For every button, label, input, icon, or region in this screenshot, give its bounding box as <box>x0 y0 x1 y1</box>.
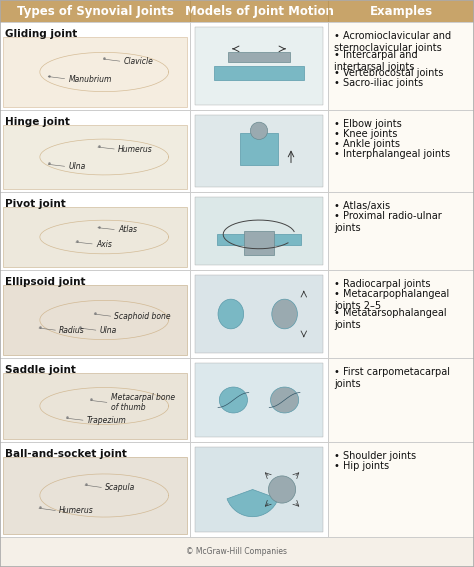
Bar <box>328 270 474 358</box>
Circle shape <box>268 476 296 503</box>
Text: • Acromioclavicular and
sternoclavicular joints: • Acromioclavicular and sternoclavicular… <box>334 31 451 53</box>
Text: • Hip joints: • Hip joints <box>334 461 389 471</box>
Bar <box>3 207 187 267</box>
Text: • Atlas/axis: • Atlas/axis <box>334 201 390 211</box>
Bar <box>3 37 187 107</box>
Text: Types of Synovial Joints: Types of Synovial Joints <box>17 5 173 18</box>
Text: • Knee joints: • Knee joints <box>334 129 397 139</box>
Bar <box>328 22 474 110</box>
Bar <box>228 52 291 62</box>
Text: • Interphalangeal joints: • Interphalangeal joints <box>334 149 450 159</box>
Text: Hinge joint: Hinge joint <box>5 117 70 127</box>
Text: • First carpometacarpal
joints: • First carpometacarpal joints <box>334 367 450 389</box>
Circle shape <box>250 122 268 139</box>
Bar <box>240 133 278 166</box>
Text: • Metacarpophalangeal
joints 2–5: • Metacarpophalangeal joints 2–5 <box>334 289 449 311</box>
Text: Manubrium: Manubrium <box>68 74 112 83</box>
Bar <box>190 358 328 442</box>
Text: • Metatarsophalangeal
joints: • Metatarsophalangeal joints <box>334 307 447 329</box>
Text: Models of Joint Motion: Models of Joint Motion <box>184 5 333 18</box>
Bar <box>3 285 187 355</box>
Text: Atlas: Atlas <box>118 225 137 234</box>
Text: Radius: Radius <box>59 326 85 335</box>
Text: • Proximal radio-ulnar
joints: • Proximal radio-ulnar joints <box>334 211 442 233</box>
Wedge shape <box>227 489 278 517</box>
Bar <box>0 22 190 110</box>
Text: Saddle joint: Saddle joint <box>5 365 76 375</box>
Bar <box>3 457 187 534</box>
Bar <box>0 270 190 358</box>
Text: Clavicle: Clavicle <box>124 57 154 66</box>
Bar <box>328 442 474 537</box>
Text: Scaphoid bone: Scaphoid bone <box>114 312 171 321</box>
Text: • Ankle joints: • Ankle joints <box>334 139 400 149</box>
Text: Humerus: Humerus <box>118 145 153 154</box>
Text: Examples: Examples <box>369 5 433 18</box>
Ellipse shape <box>218 299 244 329</box>
Bar <box>195 27 323 105</box>
Bar <box>190 270 328 358</box>
Bar <box>218 234 301 244</box>
Text: Ball-and-socket joint: Ball-and-socket joint <box>5 449 127 459</box>
Ellipse shape <box>271 387 299 413</box>
Bar <box>214 66 304 80</box>
Text: Humerus: Humerus <box>59 506 94 515</box>
Bar <box>328 358 474 442</box>
Bar <box>0 442 190 537</box>
Bar <box>3 373 187 439</box>
Bar <box>244 231 274 255</box>
Bar <box>195 197 323 265</box>
Bar <box>195 115 323 187</box>
Bar <box>190 22 328 110</box>
Text: • Elbow joints: • Elbow joints <box>334 119 402 129</box>
Bar <box>0 358 190 442</box>
Text: Gliding joint: Gliding joint <box>5 29 77 39</box>
Bar <box>190 442 328 537</box>
Text: Trapezium: Trapezium <box>87 416 127 425</box>
Text: • Sacro-iliac joints: • Sacro-iliac joints <box>334 78 423 88</box>
Text: Scapula: Scapula <box>105 483 136 492</box>
Text: Ellipsoid joint: Ellipsoid joint <box>5 277 85 287</box>
Bar <box>0 0 474 22</box>
Text: • Radiocarpal joints: • Radiocarpal joints <box>334 279 430 289</box>
Ellipse shape <box>272 299 297 329</box>
Text: Ulna: Ulna <box>100 326 117 335</box>
Text: Axis: Axis <box>96 240 112 249</box>
Bar <box>195 447 323 532</box>
Bar <box>0 110 190 192</box>
Text: Metacarpal bone
of thumb: Metacarpal bone of thumb <box>111 393 175 412</box>
Text: © McGraw-Hill Companies: © McGraw-Hill Companies <box>186 548 288 556</box>
Bar <box>328 192 474 270</box>
Bar <box>195 275 323 353</box>
Bar <box>190 110 328 192</box>
Bar <box>0 192 190 270</box>
Text: Ulna: Ulna <box>68 162 86 171</box>
Bar <box>190 192 328 270</box>
Text: • Intercarpal and
intertarsal joints: • Intercarpal and intertarsal joints <box>334 49 418 71</box>
Text: • Shoulder joints: • Shoulder joints <box>334 451 416 461</box>
Bar <box>328 110 474 192</box>
Text: Pivot joint: Pivot joint <box>5 199 66 209</box>
Ellipse shape <box>219 387 247 413</box>
Bar <box>3 125 187 189</box>
Text: • Vertebrocostal joints: • Vertebrocostal joints <box>334 68 443 78</box>
Bar <box>195 363 323 437</box>
